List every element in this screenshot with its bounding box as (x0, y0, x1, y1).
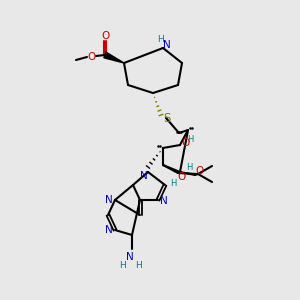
Text: H: H (158, 34, 164, 43)
Text: N: N (126, 252, 134, 262)
Text: S: S (163, 112, 171, 124)
Text: O: O (101, 31, 109, 41)
Text: H: H (135, 262, 141, 271)
Text: N: N (160, 196, 168, 206)
Text: O: O (195, 166, 203, 176)
Text: H: H (186, 163, 192, 172)
Text: O: O (182, 138, 190, 148)
Text: O: O (87, 52, 95, 62)
Text: H: H (118, 262, 125, 271)
Text: O: O (178, 172, 186, 182)
Text: N: N (163, 40, 171, 50)
Text: H: H (187, 136, 193, 145)
Polygon shape (104, 52, 124, 63)
Text: N: N (140, 171, 148, 181)
Text: N: N (105, 195, 113, 205)
Text: N: N (105, 225, 113, 235)
Text: H: H (170, 179, 176, 188)
